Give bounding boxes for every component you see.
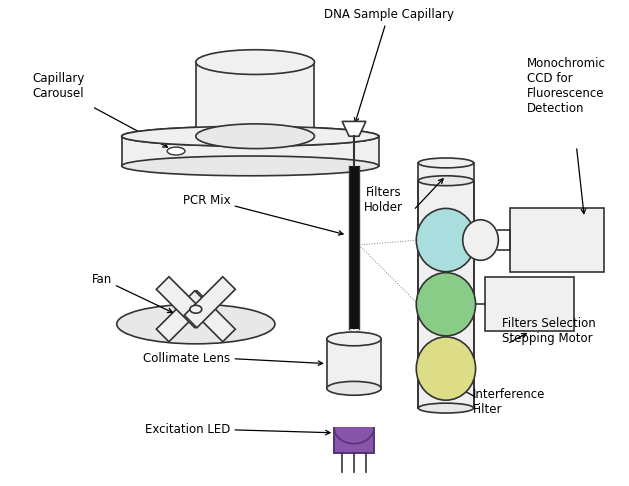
Ellipse shape xyxy=(196,50,314,74)
Polygon shape xyxy=(184,291,235,342)
Ellipse shape xyxy=(327,382,381,395)
Bar xyxy=(121,136,379,166)
Ellipse shape xyxy=(196,124,314,149)
Polygon shape xyxy=(184,277,235,328)
Text: Collimate Lens: Collimate Lens xyxy=(143,352,230,365)
Ellipse shape xyxy=(117,304,275,344)
Bar xyxy=(486,277,574,331)
Polygon shape xyxy=(157,277,208,328)
Ellipse shape xyxy=(121,126,379,146)
Polygon shape xyxy=(334,428,374,444)
Ellipse shape xyxy=(463,220,498,260)
Ellipse shape xyxy=(416,273,476,336)
Bar xyxy=(327,339,381,388)
Text: Filters
Holder: Filters Holder xyxy=(364,186,403,214)
Ellipse shape xyxy=(121,156,379,176)
Bar xyxy=(418,181,474,408)
Bar xyxy=(196,62,314,136)
Text: Monochromic
CCD for
Fluorescence
Detection: Monochromic CCD for Fluorescence Detecti… xyxy=(527,57,606,115)
Text: Filters Selection
Stepping Motor: Filters Selection Stepping Motor xyxy=(503,317,596,345)
Ellipse shape xyxy=(418,158,474,168)
Text: Interference
Filter: Interference Filter xyxy=(472,388,545,417)
Bar xyxy=(349,166,359,329)
Ellipse shape xyxy=(418,403,474,413)
Text: DNA Sample Capillary: DNA Sample Capillary xyxy=(323,8,454,122)
Ellipse shape xyxy=(327,332,381,346)
Ellipse shape xyxy=(416,337,476,400)
Text: Excitation LED: Excitation LED xyxy=(145,423,230,436)
Ellipse shape xyxy=(416,208,476,272)
Ellipse shape xyxy=(167,147,185,155)
Polygon shape xyxy=(157,291,208,342)
Bar xyxy=(510,208,604,272)
Text: Capillary
Carousel: Capillary Carousel xyxy=(33,72,85,100)
Ellipse shape xyxy=(418,176,474,186)
Bar xyxy=(334,428,374,452)
Ellipse shape xyxy=(190,305,202,313)
Text: PCR Mix: PCR Mix xyxy=(183,194,230,207)
Text: Fan: Fan xyxy=(92,273,112,286)
Polygon shape xyxy=(342,122,366,136)
Ellipse shape xyxy=(121,126,379,146)
Bar xyxy=(418,163,474,181)
